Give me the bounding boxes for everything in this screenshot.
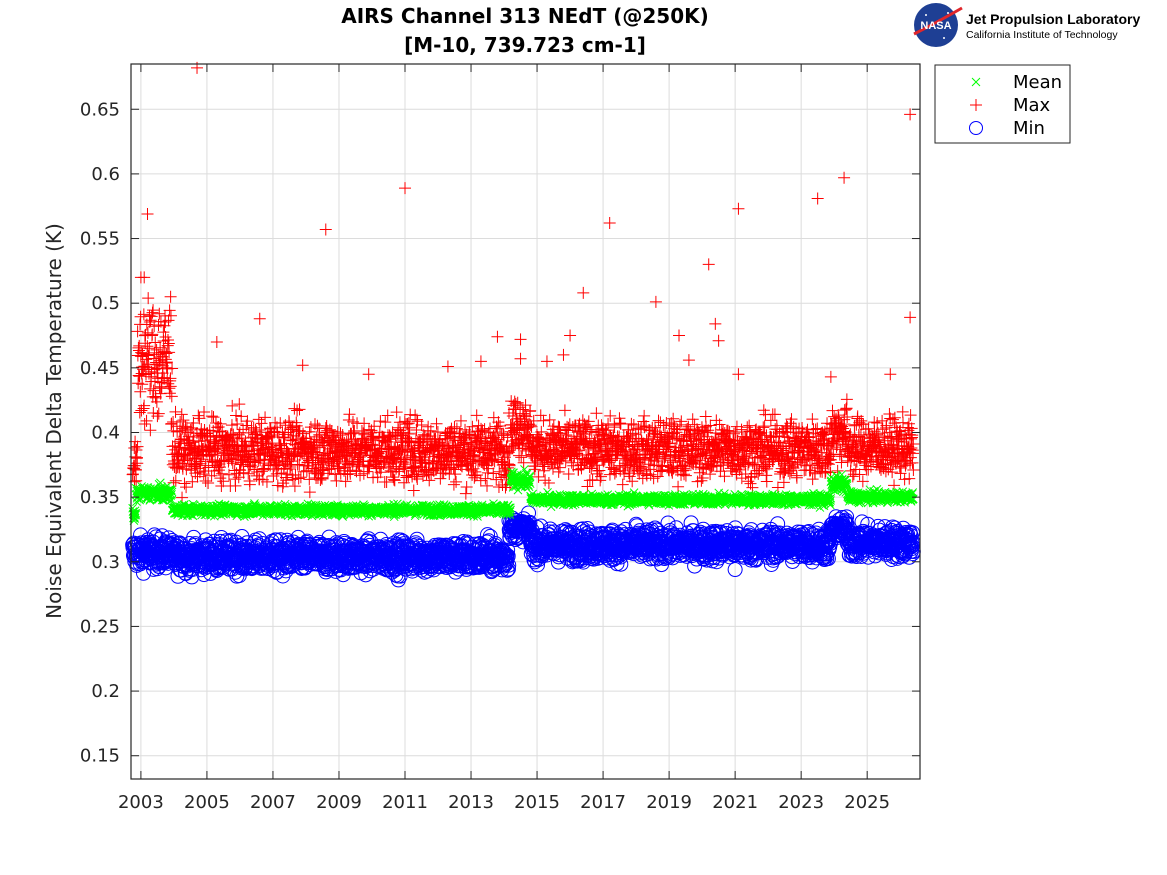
chart-title: AIRS Channel 313 NEdT (@250K) [341, 4, 709, 28]
nasa-swoosh-icon [913, 6, 963, 36]
jpl-title: Jet Propulsion Laboratory [966, 11, 1140, 27]
jpl-subtitle: California Institute of Technology [966, 29, 1118, 41]
jpl-logo: NASA Jet Propulsion Laboratory Californi… [913, 3, 1140, 47]
star-icon [925, 14, 927, 16]
nasa-meatball-icon [914, 3, 958, 47]
chart-subtitle: [M-10, 739.723 cm-1] [404, 33, 646, 57]
nasa-badge-text: NASA [920, 20, 951, 32]
series-min [125, 505, 921, 588]
point-min [198, 532, 214, 548]
star-icon [947, 12, 949, 14]
star-icon [943, 37, 945, 39]
series-layer [125, 61, 921, 588]
